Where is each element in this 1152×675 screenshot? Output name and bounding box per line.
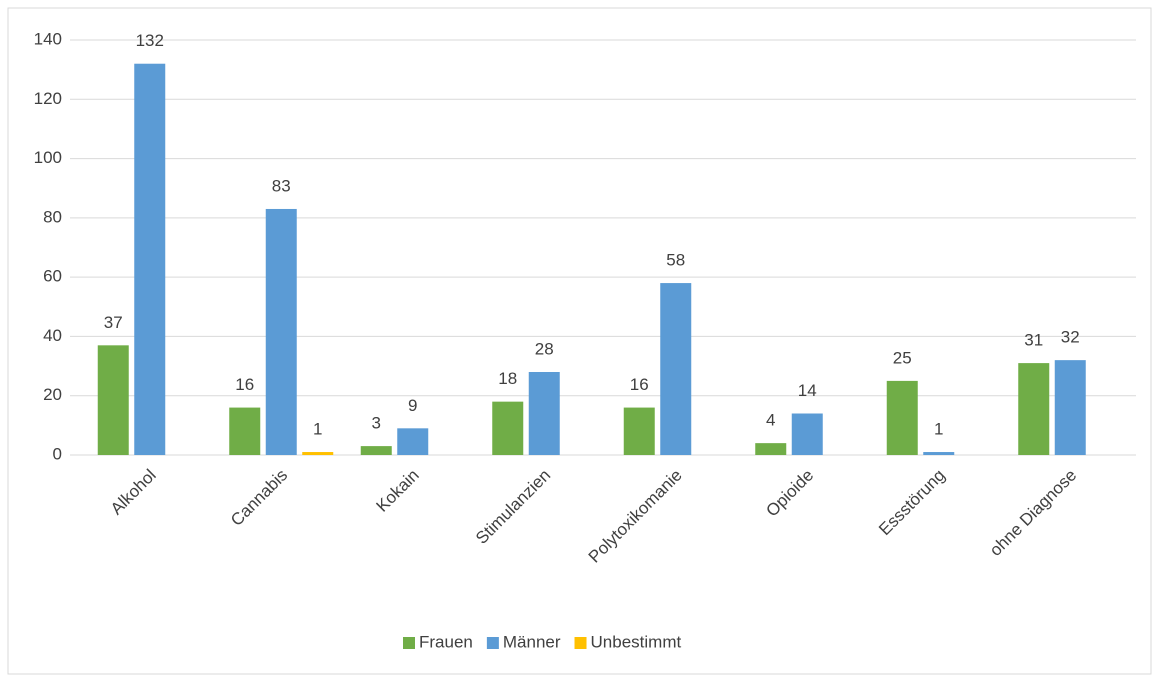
bar	[755, 443, 787, 455]
value-label: 37	[104, 313, 123, 332]
value-label: 4	[766, 411, 775, 430]
bar	[923, 452, 955, 455]
legend-label: Unbestimmt	[591, 632, 682, 651]
bar	[97, 345, 129, 455]
legend-label: Frauen	[419, 632, 473, 651]
bar	[302, 452, 334, 455]
value-label: 1	[934, 420, 943, 439]
value-label: 16	[630, 375, 649, 394]
value-label: 1	[313, 420, 322, 439]
value-label: 9	[408, 396, 417, 415]
bar	[528, 372, 560, 455]
value-label: 3	[372, 414, 381, 433]
bar	[1054, 360, 1086, 455]
y-tick-label: 80	[43, 207, 62, 226]
bar	[791, 413, 823, 455]
bar	[229, 407, 261, 455]
bar	[1018, 363, 1050, 455]
y-tick-label: 100	[34, 148, 62, 167]
bar	[623, 407, 655, 455]
y-tick-label: 140	[34, 29, 62, 48]
value-label: 28	[535, 339, 554, 358]
bar	[397, 428, 429, 455]
legend-swatch	[403, 637, 415, 649]
legend-swatch	[574, 637, 587, 649]
y-tick-label: 0	[53, 444, 62, 463]
bar	[660, 283, 692, 455]
bar	[265, 208, 297, 455]
legend-swatch	[486, 637, 499, 649]
value-label: 58	[666, 251, 685, 270]
value-label: 132	[136, 31, 164, 50]
chart-border	[7, 7, 1152, 675]
value-label: 31	[1024, 331, 1043, 350]
y-tick-label: 40	[43, 326, 62, 345]
bar	[886, 380, 918, 455]
legend-label: Männer	[503, 632, 561, 651]
value-label: 25	[893, 348, 912, 367]
value-label: 14	[798, 381, 817, 400]
bar	[360, 446, 392, 455]
value-label: 18	[498, 369, 517, 388]
value-label: 83	[272, 176, 291, 195]
value-label: 16	[235, 375, 254, 394]
bar	[492, 401, 524, 455]
y-tick-label: 60	[43, 267, 62, 286]
y-tick-label: 120	[34, 89, 62, 108]
bar	[134, 63, 166, 455]
y-tick-label: 20	[43, 385, 62, 404]
value-label: 32	[1061, 328, 1080, 347]
